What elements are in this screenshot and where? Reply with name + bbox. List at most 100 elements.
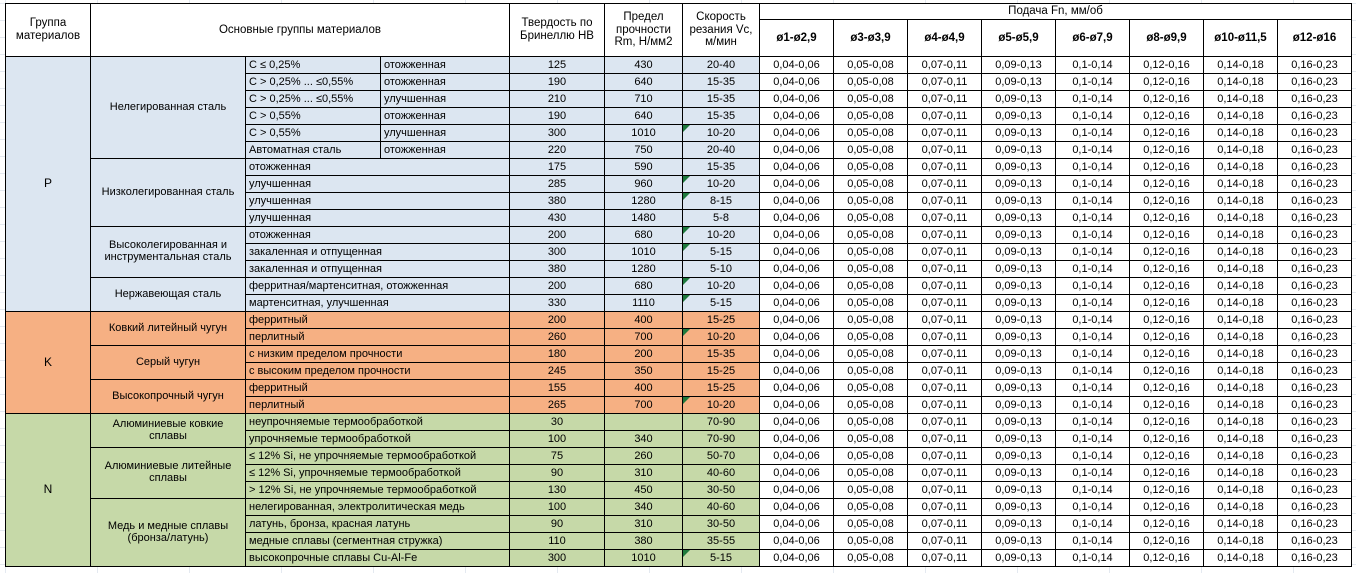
feed-value-cell[interactable]: 0,1-0,14	[1055, 226, 1130, 244]
cutting-speed-cell[interactable]: 5-15	[682, 549, 760, 567]
feed-value-cell[interactable]: 0,04-0,06	[759, 498, 834, 516]
cutting-speed-cell[interactable]: 10-20	[682, 226, 760, 244]
cutting-speed-cell[interactable]: 40-60	[682, 464, 760, 482]
feed-value-cell[interactable]: 0,14-0,18	[1203, 124, 1278, 142]
feed-value-cell[interactable]: 0,16-0,23	[1277, 90, 1352, 108]
material-condition-cell[interactable]: закаленная и отпущенная	[245, 243, 510, 261]
strength-cell[interactable]	[604, 413, 683, 431]
cutting-speed-cell[interactable]: 15-25	[682, 379, 760, 397]
material-condition-cell[interactable]: отожженная	[380, 73, 510, 91]
group-code-cell[interactable]: N	[5, 413, 91, 567]
feed-value-cell[interactable]: 0,07-0,11	[907, 243, 982, 261]
header-feed-diameter[interactable]: ø4-ø4,9	[907, 19, 982, 57]
feed-value-cell[interactable]: 0,1-0,14	[1055, 243, 1130, 261]
feed-value-cell[interactable]: 0,09-0,13	[981, 141, 1056, 159]
feed-value-cell[interactable]: 0,07-0,11	[907, 498, 982, 516]
material-condition-cell[interactable]: ферритный	[245, 379, 510, 397]
material-condition-cell[interactable]: высокопрочные сплавы Cu-Al-Fe	[245, 549, 510, 567]
feed-value-cell[interactable]: 0,12-0,16	[1129, 243, 1204, 261]
feed-value-cell[interactable]: 0,05-0,08	[833, 311, 908, 329]
feed-value-cell[interactable]: 0,14-0,18	[1203, 294, 1278, 312]
feed-value-cell[interactable]: 0,07-0,11	[907, 90, 982, 108]
feed-value-cell[interactable]: 0,1-0,14	[1055, 294, 1130, 312]
material-group-cell[interactable]: Нелегированная сталь	[90, 56, 246, 159]
header-group-column[interactable]: Группа материалов	[5, 3, 91, 57]
material-condition-cell[interactable]: ≤ 12% Si, упрочняемые термообработкой	[245, 464, 510, 482]
feed-value-cell[interactable]: 0,07-0,11	[907, 73, 982, 91]
group-code-cell[interactable]: K	[5, 311, 91, 414]
feed-value-cell[interactable]: 0,14-0,18	[1203, 226, 1278, 244]
material-condition-cell[interactable]: с высоким пределом прочности	[245, 362, 510, 380]
material-condition-cell[interactable]: закаленная и отпущенная	[245, 260, 510, 278]
feed-value-cell[interactable]: 0,14-0,18	[1203, 362, 1278, 380]
feed-value-cell[interactable]: 0,12-0,16	[1129, 56, 1204, 74]
strength-cell[interactable]: 450	[604, 481, 683, 499]
feed-value-cell[interactable]: 0,14-0,18	[1203, 277, 1278, 295]
header-feed-diameter[interactable]: ø1-ø2,9	[759, 19, 834, 57]
material-condition-cell[interactable]: улучшенная	[245, 175, 510, 193]
feed-value-cell[interactable]: 0,12-0,16	[1129, 260, 1204, 278]
material-spec-cell[interactable]: C > 0,25% ... ≤0,55%	[245, 90, 381, 108]
feed-value-cell[interactable]: 0,09-0,13	[981, 549, 1056, 567]
feed-value-cell[interactable]: 0,1-0,14	[1055, 515, 1130, 533]
feed-value-cell[interactable]: 0,07-0,11	[907, 430, 982, 448]
feed-value-cell[interactable]: 0,05-0,08	[833, 90, 908, 108]
feed-value-cell[interactable]: 0,04-0,06	[759, 413, 834, 431]
hardness-cell[interactable]: 285	[509, 175, 605, 193]
header-feed-title[interactable]: Подача Fn, мм/об	[759, 3, 1352, 20]
feed-value-cell[interactable]: 0,07-0,11	[907, 175, 982, 193]
material-spec-cell[interactable]: C > 0,55%	[245, 124, 381, 142]
feed-value-cell[interactable]: 0,09-0,13	[981, 175, 1056, 193]
feed-value-cell[interactable]: 0,12-0,16	[1129, 192, 1204, 210]
feed-value-cell[interactable]: 0,1-0,14	[1055, 311, 1130, 329]
feed-value-cell[interactable]: 0,12-0,16	[1129, 311, 1204, 329]
feed-value-cell[interactable]: 0,16-0,23	[1277, 430, 1352, 448]
feed-value-cell[interactable]: 0,16-0,23	[1277, 73, 1352, 91]
feed-value-cell[interactable]: 0,16-0,23	[1277, 498, 1352, 516]
feed-value-cell[interactable]: 0,05-0,08	[833, 277, 908, 295]
cutting-speed-cell[interactable]: 15-35	[682, 73, 760, 91]
feed-value-cell[interactable]: 0,07-0,11	[907, 56, 982, 74]
feed-value-cell[interactable]: 0,09-0,13	[981, 311, 1056, 329]
feed-value-cell[interactable]: 0,09-0,13	[981, 192, 1056, 210]
strength-cell[interactable]: 340	[604, 498, 683, 516]
hardness-cell[interactable]: 300	[509, 124, 605, 142]
feed-value-cell[interactable]: 0,07-0,11	[907, 549, 982, 567]
hardness-cell[interactable]: 175	[509, 158, 605, 176]
strength-cell[interactable]: 640	[604, 107, 683, 125]
strength-cell[interactable]: 680	[604, 226, 683, 244]
feed-value-cell[interactable]: 0,07-0,11	[907, 345, 982, 363]
feed-value-cell[interactable]: 0,12-0,16	[1129, 464, 1204, 482]
feed-value-cell[interactable]: 0,05-0,08	[833, 107, 908, 125]
feed-value-cell[interactable]: 0,07-0,11	[907, 294, 982, 312]
feed-value-cell[interactable]: 0,05-0,08	[833, 328, 908, 346]
feed-value-cell[interactable]: 0,04-0,06	[759, 243, 834, 261]
feed-value-cell[interactable]: 0,12-0,16	[1129, 107, 1204, 125]
material-condition-cell[interactable]: отожженная	[380, 56, 510, 74]
feed-value-cell[interactable]: 0,12-0,16	[1129, 277, 1204, 295]
feed-value-cell[interactable]: 0,09-0,13	[981, 294, 1056, 312]
feed-value-cell[interactable]: 0,05-0,08	[833, 345, 908, 363]
feed-value-cell[interactable]: 0,09-0,13	[981, 158, 1056, 176]
hardness-cell[interactable]: 190	[509, 73, 605, 91]
feed-value-cell[interactable]: 0,04-0,06	[759, 379, 834, 397]
feed-value-cell[interactable]: 0,07-0,11	[907, 396, 982, 414]
cutting-speed-cell[interactable]: 70-90	[682, 430, 760, 448]
feed-value-cell[interactable]: 0,12-0,16	[1129, 209, 1204, 227]
feed-value-cell[interactable]: 0,14-0,18	[1203, 107, 1278, 125]
feed-value-cell[interactable]: 0,05-0,08	[833, 515, 908, 533]
hardness-cell[interactable]: 200	[509, 311, 605, 329]
cutting-speed-cell[interactable]: 15-25	[682, 311, 760, 329]
feed-value-cell[interactable]: 0,14-0,18	[1203, 73, 1278, 91]
feed-value-cell[interactable]: 0,16-0,23	[1277, 464, 1352, 482]
feed-value-cell[interactable]: 0,09-0,13	[981, 345, 1056, 363]
feed-value-cell[interactable]: 0,16-0,23	[1277, 209, 1352, 227]
feed-value-cell[interactable]: 0,16-0,23	[1277, 396, 1352, 414]
feed-value-cell[interactable]: 0,16-0,23	[1277, 345, 1352, 363]
material-group-cell[interactable]: Алюминиевые литейные сплавы	[90, 447, 246, 499]
hardness-cell[interactable]: 110	[509, 532, 605, 550]
feed-value-cell[interactable]: 0,16-0,23	[1277, 107, 1352, 125]
feed-value-cell[interactable]: 0,12-0,16	[1129, 379, 1204, 397]
hardness-cell[interactable]: 130	[509, 481, 605, 499]
material-group-cell[interactable]: Серый чугун	[90, 345, 246, 380]
